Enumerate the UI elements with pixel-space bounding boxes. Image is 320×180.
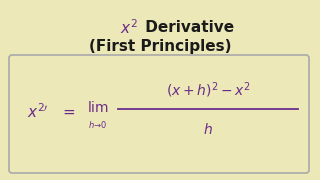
Text: $h$: $h$	[203, 123, 213, 138]
Text: $x^2$: $x^2$	[120, 19, 138, 37]
Text: $h\!\rightarrow\!0$: $h\!\rightarrow\!0$	[88, 120, 108, 130]
Text: (First Principles): (First Principles)	[89, 39, 231, 55]
Text: $\mathrm{lim}$: $\mathrm{lim}$	[87, 100, 109, 114]
Text: Derivative: Derivative	[140, 21, 234, 35]
Text: $=$: $=$	[60, 105, 76, 119]
Text: $(x + h)^2 - x^2$: $(x + h)^2 - x^2$	[166, 80, 250, 100]
FancyBboxPatch shape	[9, 55, 309, 173]
Text: $x^{2\prime}$: $x^{2\prime}$	[27, 103, 49, 121]
